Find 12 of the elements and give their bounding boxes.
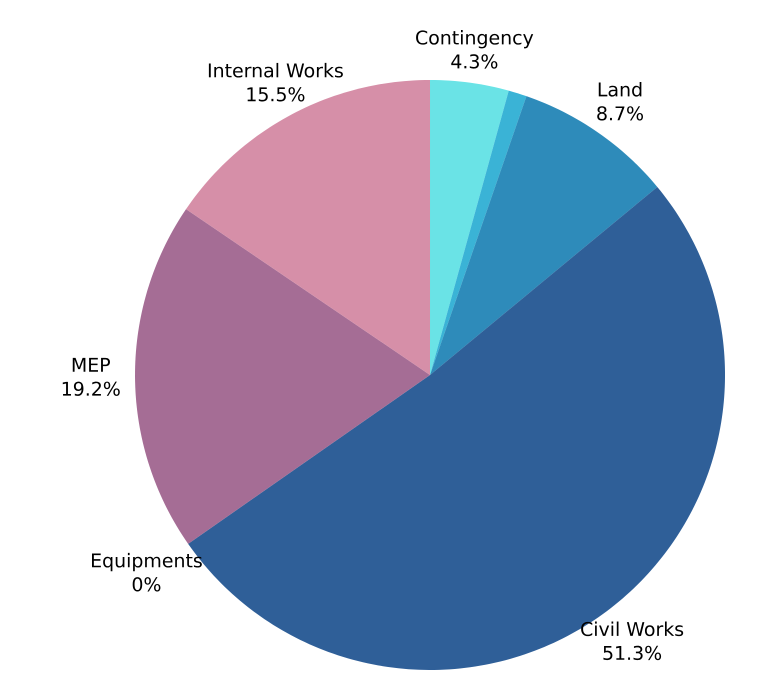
data-label: 8.7% — [597, 106, 643, 121]
slice-label: Land — [598, 82, 642, 97]
data-label: 19.2% — [62, 382, 120, 396]
text: 0% — [132, 577, 160, 592]
slice-label: MEP — [72, 358, 110, 372]
slice-label: Internal Works — [208, 62, 343, 78]
slice-label: Civil Works — [581, 622, 684, 636]
category-label: Equipments — [92, 552, 202, 572]
slice-label: Contingency — [416, 30, 534, 48]
data-label: 4.3% — [451, 54, 498, 69]
data-label: 15.5% — [247, 87, 304, 102]
data-label: 51.3% — [603, 646, 662, 660]
